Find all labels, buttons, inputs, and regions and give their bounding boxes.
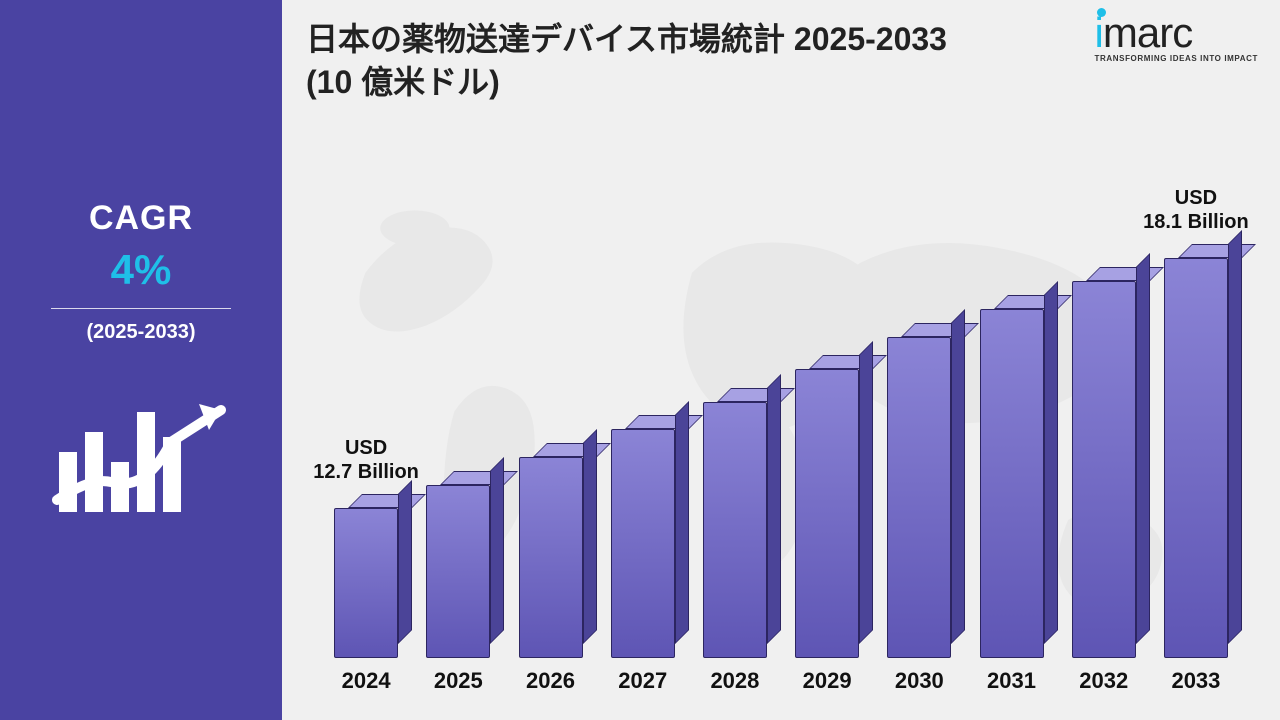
cagr-label: CAGR	[89, 199, 193, 238]
title-line2: (10 億米ドル)	[306, 64, 500, 100]
bar-slot	[504, 457, 596, 658]
x-tick-label: 2028	[689, 668, 781, 694]
logo-dot-icon	[1097, 8, 1106, 17]
chart-title: 日本の薬物送達デバイス市場統計 2025-2033 (10 億米ドル)	[306, 18, 947, 104]
x-tick-label: 2030	[873, 668, 965, 694]
logo-text-marc: marc	[1103, 9, 1192, 56]
x-tick-label: 2027	[597, 668, 689, 694]
logo-tagline: TRANSFORMING IDEAS INTO IMPACT	[1095, 54, 1258, 63]
sidebar-panel: CAGR 4% (2025-2033)	[0, 0, 282, 720]
x-tick-label: 2033	[1150, 668, 1242, 694]
bar-slot	[1058, 281, 1150, 658]
bar-slot	[412, 485, 504, 658]
x-axis-labels: 2024202520262027202820292030203120322033	[320, 668, 1242, 694]
bar	[519, 457, 583, 658]
bar-slot	[965, 309, 1057, 658]
bar-slot	[689, 402, 781, 658]
bar	[887, 337, 951, 658]
bar	[1072, 281, 1136, 658]
logo-i: i	[1095, 14, 1103, 52]
sidebar-divider	[51, 308, 231, 309]
bar-slot: USD12.7 Billion	[320, 508, 412, 658]
bar-slot	[873, 337, 965, 658]
growth-chart-icon	[51, 382, 231, 522]
bar	[980, 309, 1044, 658]
bar	[334, 508, 398, 658]
title-line1: 日本の薬物送達デバイス市場統計 2025-2033	[306, 21, 947, 57]
x-tick-label: 2032	[1058, 668, 1150, 694]
bar	[703, 402, 767, 658]
main-panel: 日本の薬物送達デバイス市場統計 2025-2033 (10 億米ドル) i ma…	[282, 0, 1280, 720]
bar-annotation: USD12.7 Billion	[313, 436, 419, 484]
bar-annotation: USD18.1 Billion	[1143, 186, 1249, 234]
bars-container: USD12.7 Billion USD18.1 Billion	[320, 154, 1242, 658]
bar	[795, 369, 859, 658]
x-tick-label: 2025	[412, 668, 504, 694]
x-tick-label: 2026	[504, 668, 596, 694]
x-tick-label: 2031	[965, 668, 1057, 694]
x-tick-label: 2024	[320, 668, 412, 694]
bar-chart: USD12.7 BillionUSD18.1 Billion 202420252…	[306, 154, 1256, 694]
cagr-period: (2025-2033)	[87, 321, 196, 344]
x-tick-label: 2029	[781, 668, 873, 694]
bar-slot	[597, 429, 689, 658]
bar	[611, 429, 675, 658]
bar-slot	[781, 369, 873, 658]
bar	[426, 485, 490, 658]
brand-logo: i marc TRANSFORMING IDEAS INTO IMPACT	[1095, 14, 1258, 63]
cagr-value: 4%	[111, 246, 172, 294]
bar	[1164, 258, 1228, 658]
bar-slot: USD18.1 Billion	[1150, 258, 1242, 658]
